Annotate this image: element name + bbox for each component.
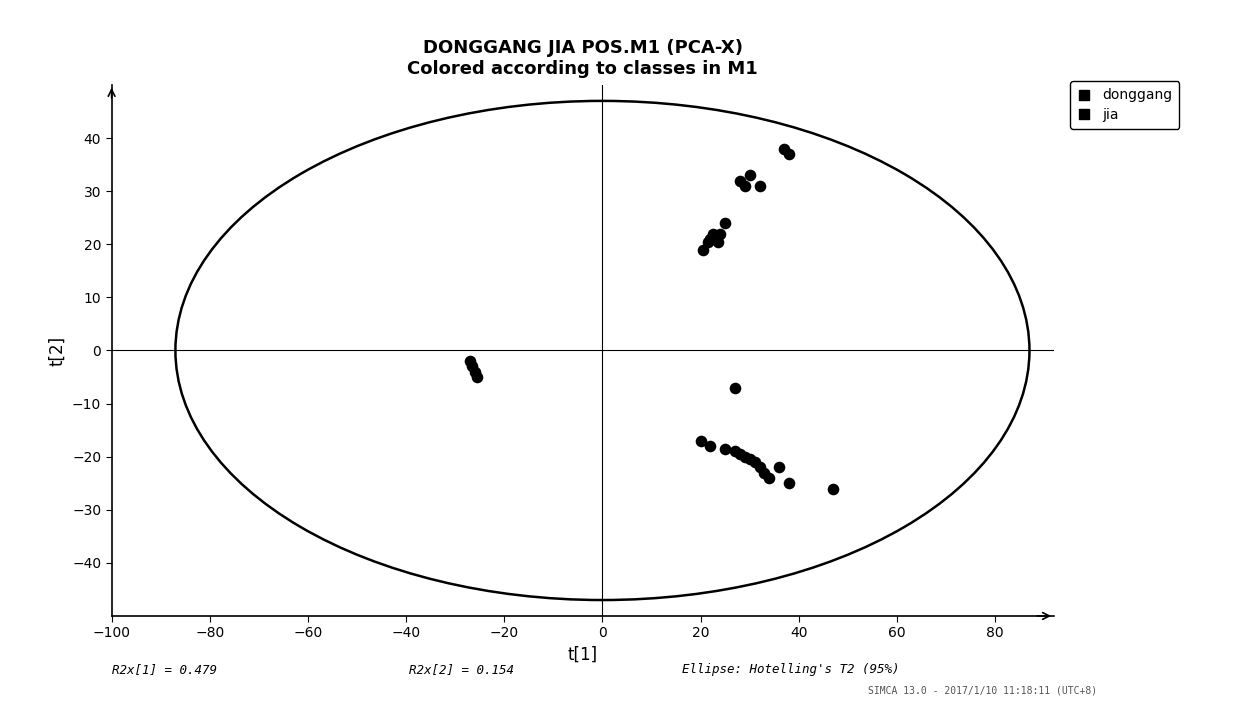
Point (754, 467, 774, 479)
Point (749, 180, 769, 191)
Point (693, 244, 713, 255)
Point (745, 456, 765, 467)
Point (823, 483, 843, 494)
Text: R2x[2] = 0.154: R2x[2] = 0.154 (409, 663, 515, 675)
Point (730, 448, 750, 459)
Point (740, 170, 760, 181)
Point (774, 143, 794, 154)
Point (465, 366, 485, 377)
Point (725, 382, 745, 394)
Point (463, 360, 482, 372)
Point (735, 451, 755, 462)
Text: Ellipse: Hotelling's T2 (95%): Ellipse: Hotelling's T2 (95%) (682, 663, 899, 675)
Point (467, 371, 487, 382)
Point (715, 217, 735, 229)
Text: R2x[1] = 0.479: R2x[1] = 0.479 (112, 663, 217, 675)
Point (730, 175, 750, 186)
Point (735, 180, 755, 191)
Text: SIMCA 13.0 - 2017/1/10 11:18:11 (UTC+8): SIMCA 13.0 - 2017/1/10 11:18:11 (UTC+8) (868, 686, 1097, 696)
Point (706, 234, 725, 245)
Point (711, 228, 730, 239)
Y-axis label: t[2]: t[2] (48, 336, 67, 365)
Point (779, 477, 799, 489)
Point (691, 435, 711, 447)
Point (715, 443, 735, 455)
Point (708, 236, 728, 247)
Legend: donggang, jia: donggang, jia (1070, 81, 1179, 129)
Point (698, 236, 718, 247)
Title: DONGGANG JIA POS.M1 (PCA-X)
Colored according to classes in M1: DONGGANG JIA POS.M1 (PCA-X) Colored acco… (408, 39, 758, 78)
Point (701, 234, 720, 245)
Point (769, 462, 789, 473)
Point (779, 149, 799, 160)
X-axis label: t[1]: t[1] (568, 646, 598, 664)
Point (759, 472, 779, 484)
Point (703, 228, 723, 239)
Point (749, 462, 769, 473)
Point (701, 440, 720, 452)
Point (460, 355, 480, 367)
Point (725, 446, 745, 457)
Point (740, 454, 760, 465)
